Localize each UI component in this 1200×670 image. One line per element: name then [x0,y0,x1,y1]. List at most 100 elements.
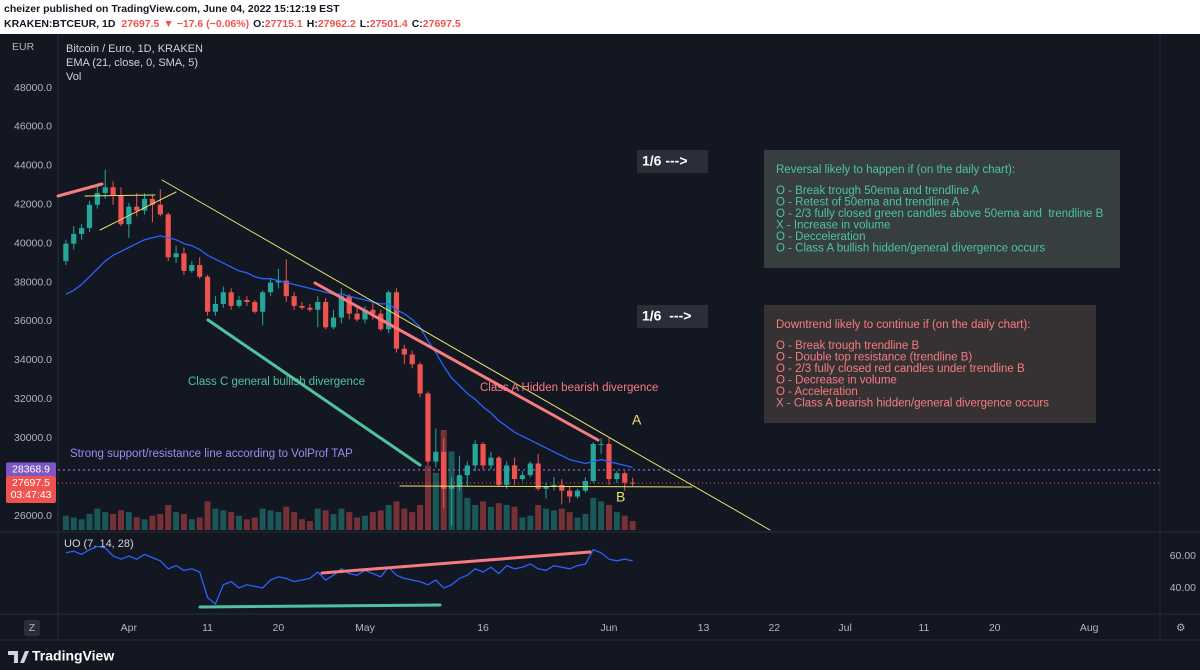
candle-body [519,475,526,480]
header-bar [0,0,1200,34]
candle-body [63,243,69,262]
volume-bar [574,517,581,530]
volume-bar [629,521,636,530]
candle-body [598,444,604,446]
candle-body [71,233,77,244]
volume-bar [251,517,258,530]
candle-body [496,457,502,485]
candle-body [393,292,400,349]
note-title: Reversal likely to happen if (on the dai… [776,164,1015,176]
y-tick-label: 30000.0 [14,432,52,444]
candle-body [181,253,187,271]
candle-body [330,317,337,328]
volume-bar [613,512,620,530]
volume-bar [606,505,612,530]
volume-bar [456,476,463,530]
volume-bar [220,510,227,530]
legend-oscillator: UO (7, 14, 28) [64,538,134,550]
candle-body [582,480,588,491]
candle-body [110,187,116,195]
annotation: Class A Hidden bearish divergence [480,382,658,394]
volume-bar [393,501,400,530]
candle-body [614,473,620,480]
note-item: X - Increase in volume [776,220,890,232]
volume-bar [598,501,605,530]
volume-bar [417,505,424,530]
legend-ema: EMA (21, close, 0, SMA, 5) [66,57,198,69]
volume-bar [464,497,471,530]
volume-bar [267,510,274,530]
legend-volume: Vol [66,71,81,83]
candle-body [79,228,85,234]
volume-bar [511,506,518,530]
volume-bar [432,472,439,530]
candle-body [118,194,124,225]
volume-bar [117,510,124,530]
candle-body [567,490,573,497]
volume-bar [369,512,376,530]
label-box [637,150,708,173]
volume-bar [401,508,408,530]
volume-bar [70,517,77,530]
x-tick-label: Aug [1080,622,1099,634]
note-panel [764,305,1096,423]
scale-button[interactable] [24,620,40,636]
candle-body [244,300,250,302]
volume-bar [149,515,156,530]
volume-bar [188,519,195,530]
y-tick-label: 34000.0 [14,354,52,366]
candle-body [283,280,289,297]
volume-bar [582,513,589,530]
volume-bar [125,512,132,530]
x-tick-label: Apr [121,622,138,634]
volume-bar [204,501,211,530]
volume-bar [385,505,392,530]
volume-bar [409,512,416,530]
candle-body [622,473,628,483]
volume-bar [535,505,542,530]
button[interactable]: ⚙ [1176,622,1185,634]
candle-body [370,309,376,314]
close: 27697.5 [423,18,461,30]
x-tick-label: 20 [273,622,285,634]
volume-bar [299,519,306,530]
volume-bar [314,508,321,530]
trendline [99,191,177,231]
candle-body [354,313,360,320]
volume-bar [283,506,290,530]
drawings [56,179,771,609]
candle-body [149,198,156,205]
candle-body [204,276,211,312]
volume-bar [503,505,510,530]
candle-body [94,193,100,205]
volume-bar [173,512,180,530]
x-tick-label: 20 [989,622,1001,634]
candle-body [630,482,636,484]
volume-bar [78,519,85,530]
trendline [56,182,104,198]
volume-bar [212,508,219,530]
uo-tick-label: 60.00 [1170,550,1196,562]
oscillator-divergence [320,550,592,575]
divergence-line [313,281,600,442]
note-panel [764,150,1120,268]
volume-bar [141,519,148,530]
candle-body [488,457,494,466]
candle-body [86,204,93,229]
legend-title: Bitcoin / Euro, 1D, KRAKEN [66,43,203,55]
volume-bar [196,517,203,530]
volume-bar [338,508,345,530]
scale-button-label[interactable]: Z [29,622,36,634]
note-item: O - Double top resistance (trendline B) [776,352,972,364]
candle-body [275,280,281,283]
candle-body [189,265,195,271]
candle-body [346,296,352,314]
price-tag-label: 27697.5 [12,477,50,489]
change: ▼ −17.6 (−0.06%) [163,18,249,30]
price-tag-label: 28368.9 [12,464,50,476]
note-item: O - Retest of 50ema and trendline A [776,197,960,209]
note-item: X - Class A bearish hidden/general diver… [776,398,1049,410]
candle-body [559,484,565,491]
candle-body [535,463,541,489]
annotation: 1/6 ---> [642,308,691,324]
